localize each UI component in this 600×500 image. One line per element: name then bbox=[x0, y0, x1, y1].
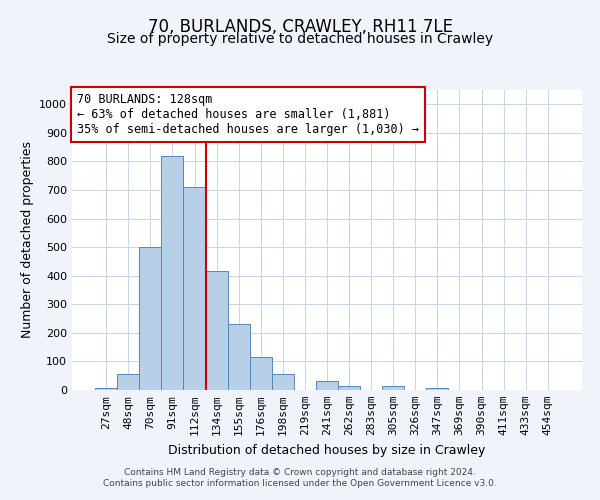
Bar bbox=[427, 388, 448, 390]
Bar bbox=[117, 374, 139, 390]
Bar bbox=[227, 324, 250, 390]
Text: Contains HM Land Registry data © Crown copyright and database right 2024.
Contai: Contains HM Land Registry data © Crown c… bbox=[103, 468, 497, 487]
Bar bbox=[139, 247, 161, 390]
Bar bbox=[382, 386, 404, 390]
Bar bbox=[250, 357, 272, 390]
Text: 70 BURLANDS: 128sqm
← 63% of detached houses are smaller (1,881)
35% of semi-det: 70 BURLANDS: 128sqm ← 63% of detached ho… bbox=[77, 93, 419, 136]
Bar bbox=[272, 374, 294, 390]
Y-axis label: Number of detached properties: Number of detached properties bbox=[20, 142, 34, 338]
Bar bbox=[161, 156, 184, 390]
Bar bbox=[338, 386, 360, 390]
Bar bbox=[316, 380, 338, 390]
X-axis label: Distribution of detached houses by size in Crawley: Distribution of detached houses by size … bbox=[169, 444, 485, 456]
Text: Size of property relative to detached houses in Crawley: Size of property relative to detached ho… bbox=[107, 32, 493, 46]
Bar bbox=[95, 388, 117, 390]
Bar bbox=[206, 270, 227, 390]
Text: 70, BURLANDS, CRAWLEY, RH11 7LE: 70, BURLANDS, CRAWLEY, RH11 7LE bbox=[148, 18, 452, 36]
Bar bbox=[184, 187, 206, 390]
